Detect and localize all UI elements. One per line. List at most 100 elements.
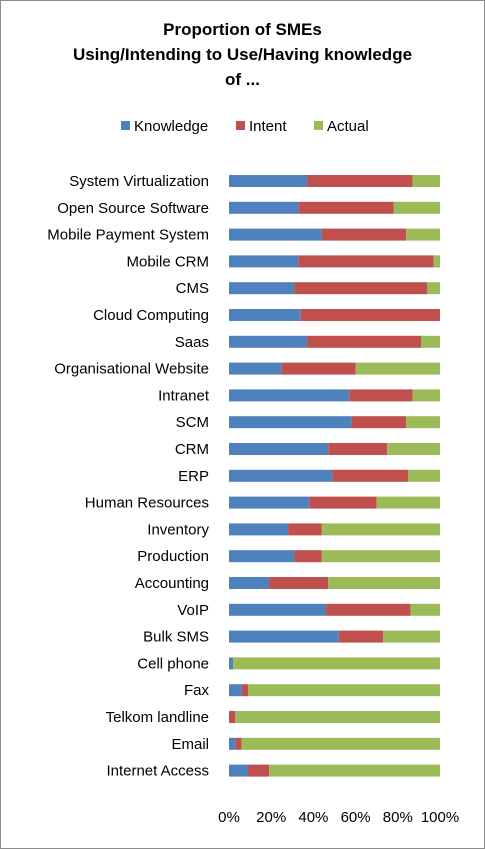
- bar-intent-accounting: [269, 577, 329, 589]
- bar-intent-telkom-landline: [229, 711, 236, 723]
- bar-actual-mobile-payment-system: [406, 228, 440, 241]
- bar-intent-email: [235, 737, 242, 750]
- bar-knowledge-accounting: [229, 577, 270, 589]
- bar-knowledge-cell-phone: [229, 657, 234, 670]
- category-label-production: Production: [137, 548, 209, 565]
- category-label-open-source-software: Open Source Software: [57, 200, 209, 217]
- x-tick-label-4: 80%: [383, 809, 413, 826]
- x-tick-label-2: 40%: [298, 809, 328, 826]
- bar-intent-mobile-payment-system: [321, 228, 407, 241]
- bar-intent-bulk-sms: [338, 630, 384, 643]
- category-label-telkom-landline: Telkom landline: [106, 709, 209, 726]
- chart-title: Proportion of SMEs Using/Intending to Us…: [72, 20, 413, 89]
- bar-intent-saas: [307, 335, 422, 348]
- bar-knowledge-erp: [229, 469, 333, 482]
- bar-knowledge-production: [229, 550, 295, 563]
- legend-swatch-knowledge: [121, 121, 130, 130]
- category-label-bulk-sms: Bulk SMS: [143, 629, 209, 646]
- category-label-cms: CMS: [176, 280, 209, 297]
- bar-intent-cloud-computing: [300, 309, 440, 321]
- bar-knowledge-crm: [229, 443, 329, 455]
- bar-intent-intranet: [349, 389, 413, 402]
- bar-knowledge-mobile-payment-system: [229, 228, 322, 241]
- category-label-voip: VoIP: [177, 602, 209, 619]
- bar-actual-voip: [410, 603, 440, 616]
- x-tick-label-3: 60%: [341, 809, 371, 826]
- bar-actual-scm: [406, 416, 440, 429]
- category-label-erp: ERP: [178, 468, 209, 485]
- bar-actual-bulk-sms: [383, 630, 440, 643]
- bar-intent-erp: [332, 469, 409, 482]
- bar-actual-crm: [387, 443, 440, 455]
- legend-label-actual: Actual: [327, 118, 369, 135]
- category-label-accounting: Accounting: [135, 575, 209, 592]
- legend-item-actual: Actual: [314, 118, 369, 135]
- bar-knowledge-saas: [229, 335, 308, 348]
- bar-knowledge-bulk-sms: [229, 630, 339, 643]
- bar-intent-production: [294, 550, 322, 563]
- bar-knowledge-cms: [229, 282, 295, 295]
- category-label-mobile-crm: Mobile CRM: [126, 253, 209, 270]
- bar-intent-crm: [328, 443, 388, 455]
- bar-actual-human-resources: [376, 496, 440, 509]
- category-label-system-virtualization: System Virtualization: [69, 173, 209, 190]
- category-label-intranet: Intranet: [158, 387, 210, 404]
- legend-label-knowledge: Knowledge: [134, 118, 209, 135]
- legend-swatch-actual: [314, 121, 323, 130]
- bar-actual-intranet: [412, 389, 440, 402]
- bar-intent-inventory: [288, 523, 322, 536]
- bar-intent-fax: [241, 684, 248, 697]
- bar-actual-open-source-software: [393, 201, 440, 214]
- legend-item-knowledge: Knowledge: [121, 118, 208, 135]
- legend-swatch-intent: [236, 121, 245, 130]
- bar-intent-organisational-website: [281, 362, 356, 375]
- category-label-human-resources: Human Resources: [85, 495, 209, 512]
- bar-knowledge-organisational-website: [229, 362, 282, 375]
- category-label-organisational-website: Organisational Website: [54, 361, 209, 378]
- bar-intent-system-virtualization: [307, 175, 413, 187]
- bar-actual-cell-phone: [233, 657, 440, 670]
- legend-label-intent: Intent: [249, 118, 287, 135]
- bar-actual-accounting: [328, 577, 440, 589]
- bar-knowledge-cloud-computing: [229, 309, 301, 321]
- legend-item-intent: Intent: [236, 118, 287, 135]
- category-label-cell-phone: Cell phone: [137, 655, 209, 672]
- bar-actual-erp: [408, 469, 440, 482]
- category-label-internet-access: Internet Access: [106, 763, 209, 780]
- bar-actual-telkom-landline: [235, 711, 440, 723]
- bar-intent-human-resources: [309, 496, 377, 509]
- category-label-inventory: Inventory: [147, 521, 209, 538]
- x-tick-label-0: 0%: [218, 809, 240, 826]
- bar-intent-voip: [326, 603, 411, 616]
- category-label-crm: CRM: [175, 441, 209, 458]
- bar-actual-cms: [427, 282, 440, 295]
- bar-knowledge-voip: [229, 603, 327, 616]
- bar-intent-internet-access: [247, 764, 270, 777]
- bar-intent-cms: [294, 282, 428, 295]
- bar-actual-mobile-crm: [433, 255, 440, 268]
- bar-actual-organisational-website: [355, 362, 440, 375]
- category-label-cloud-computing: Cloud Computing: [93, 307, 209, 324]
- category-label-mobile-payment-system: Mobile Payment System: [47, 227, 209, 244]
- category-label-fax: Fax: [184, 682, 210, 699]
- bar-knowledge-open-source-software: [229, 201, 299, 214]
- bar-actual-email: [241, 737, 440, 750]
- bar-knowledge-human-resources: [229, 496, 310, 509]
- bar-knowledge-inventory: [229, 523, 289, 536]
- category-label-saas: Saas: [175, 334, 209, 351]
- bar-knowledge-system-virtualization: [229, 175, 308, 187]
- bar-intent-open-source-software: [298, 201, 394, 214]
- category-label-email: Email: [171, 736, 209, 753]
- bar-knowledge-fax: [229, 684, 242, 697]
- bar-actual-system-virtualization: [412, 175, 440, 187]
- bar-actual-saas: [421, 335, 440, 348]
- bar-intent-mobile-crm: [298, 255, 434, 268]
- bar-knowledge-email: [229, 737, 236, 750]
- bar-intent-scm: [351, 416, 407, 429]
- bar-knowledge-scm: [229, 416, 352, 429]
- bar-actual-fax: [247, 684, 440, 697]
- bar-actual-inventory: [321, 523, 440, 536]
- x-tick-label-1: 20%: [256, 809, 286, 826]
